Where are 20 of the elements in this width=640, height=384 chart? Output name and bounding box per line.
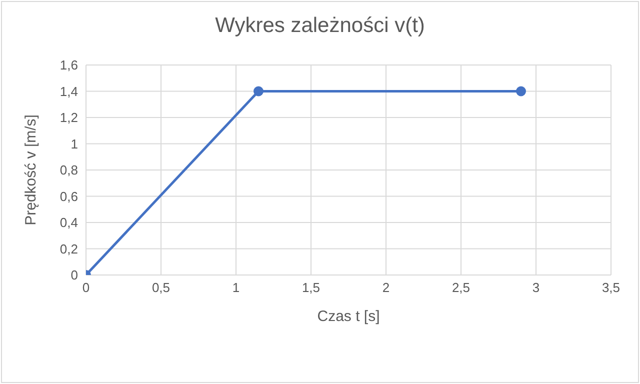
x-tick-label: 2,5 bbox=[452, 280, 470, 296]
y-tick-label: 0,2 bbox=[60, 241, 78, 256]
y-tick-label: 1,2 bbox=[60, 110, 78, 126]
x-tick-label: 3,5 bbox=[602, 280, 620, 296]
y-tick-label: 1 bbox=[70, 136, 78, 152]
y-tick-label: 1,6 bbox=[60, 58, 78, 73]
x-tick-label: 1,5 bbox=[302, 280, 320, 296]
y-axis-title: Prędkość v [m/s] bbox=[22, 114, 40, 226]
y-tick-label: 0,8 bbox=[60, 162, 78, 178]
x-tick-label: 0 bbox=[82, 280, 90, 296]
x-tick-label: 3 bbox=[532, 280, 540, 296]
x-tick-label: 2 bbox=[382, 280, 390, 296]
y-tick-label: 0,6 bbox=[60, 188, 78, 204]
x-tick-label: 1 bbox=[232, 280, 240, 296]
y-tick-label: 0 bbox=[70, 268, 78, 283]
x-tick-label: 0,5 bbox=[152, 280, 170, 296]
chart-title: Wykres zależności v(t) bbox=[214, 14, 426, 38]
y-tick-label: 0,4 bbox=[60, 215, 78, 230]
y-tick-label: 1,4 bbox=[60, 84, 78, 99]
x-axis-title: Czas t [s] bbox=[317, 308, 380, 325]
